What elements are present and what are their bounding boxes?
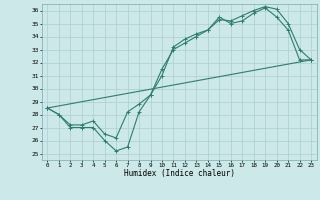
X-axis label: Humidex (Indice chaleur): Humidex (Indice chaleur) bbox=[124, 169, 235, 178]
